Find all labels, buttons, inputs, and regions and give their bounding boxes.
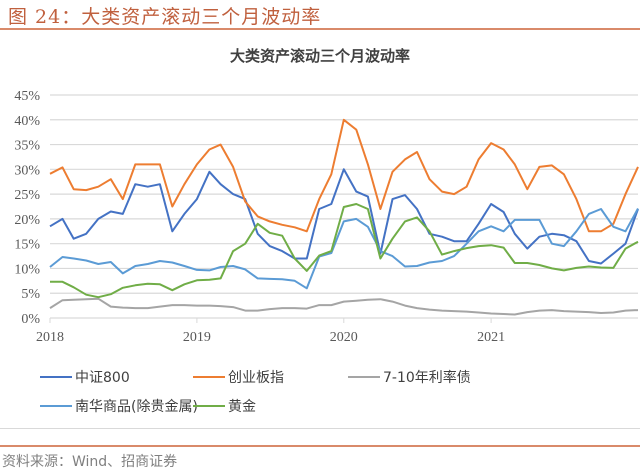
legend-label: 南华商品(除贵金属)	[75, 399, 198, 415]
legend-swatch	[348, 376, 380, 378]
legend-swatch	[40, 376, 72, 378]
legend-label: 黄金	[228, 399, 256, 415]
y-tick-label: 20%	[14, 213, 40, 228]
series-line-3	[49, 208, 639, 290]
y-tick-label: 5%	[21, 287, 40, 302]
y-axis-ticks: 0% 5% 10% 15% 20% 25% 30% 35% 40% 45%	[14, 89, 40, 327]
y-tick-label: 10%	[14, 262, 40, 277]
y-tick-label: 25%	[14, 188, 40, 203]
legend-label: 创业板指	[228, 370, 284, 386]
legend-label: 7-10年利率债	[383, 370, 471, 386]
series-line-2	[49, 297, 639, 316]
x-axis-ticks: 2018 2019 2020 2021	[36, 318, 505, 345]
y-tick-label: 0%	[21, 312, 40, 327]
x-tick-label: 2018	[36, 330, 64, 345]
footer-rule	[0, 445, 640, 447]
y-tick-label: 40%	[14, 114, 40, 129]
y-tick-label: 30%	[14, 163, 40, 178]
series-lines	[49, 118, 639, 316]
legend-swatch	[193, 405, 225, 407]
legend-item: 黄金	[193, 396, 256, 416]
legend-item: 中证800	[40, 367, 130, 387]
y-tick-label: 15%	[14, 238, 40, 253]
line-chart: 0% 5% 10% 15% 20% 25% 30% 35% 40% 45% 2018 2019 202…	[14, 89, 639, 345]
figure-label: 图 24：大类资产滚动三个月波动率	[8, 6, 322, 28]
legend-item: 7-10年利率债	[348, 367, 471, 387]
source-note: 资料来源：Wind、招商证券	[2, 454, 178, 470]
x-tick-label: 2021	[477, 330, 505, 345]
chart-title: 大类资产滚动三个月波动率	[229, 47, 410, 65]
x-tick-label: 2020	[330, 330, 358, 345]
legend-swatch	[193, 376, 225, 378]
series-line-0	[49, 168, 639, 265]
chart-divider	[0, 428, 640, 429]
series-line-1	[49, 118, 639, 233]
y-tick-label: 45%	[14, 89, 40, 104]
header-rule	[0, 28, 640, 30]
legend-swatch	[40, 405, 72, 407]
x-tick-label: 2019	[183, 330, 211, 345]
y-tick-label: 35%	[14, 139, 40, 154]
legend-item: 南华商品(除贵金属)	[40, 396, 198, 416]
series-line-4	[50, 203, 639, 299]
legend-item: 创业板指	[193, 367, 284, 387]
legend-label: 中证800	[75, 370, 130, 386]
